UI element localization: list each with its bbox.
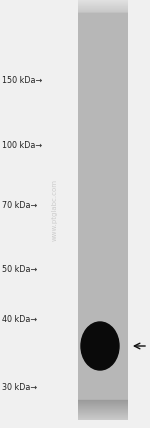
Ellipse shape [81, 322, 119, 370]
Text: 150 kDa→: 150 kDa→ [2, 75, 42, 84]
Text: 30 kDa→: 30 kDa→ [2, 383, 37, 392]
Text: 40 kDa→: 40 kDa→ [2, 315, 37, 324]
Text: 50 kDa→: 50 kDa→ [2, 265, 37, 274]
Text: 70 kDa→: 70 kDa→ [2, 200, 37, 209]
Text: www.ptglabc.com: www.ptglabc.com [52, 179, 58, 241]
Text: 100 kDa→: 100 kDa→ [2, 140, 42, 149]
